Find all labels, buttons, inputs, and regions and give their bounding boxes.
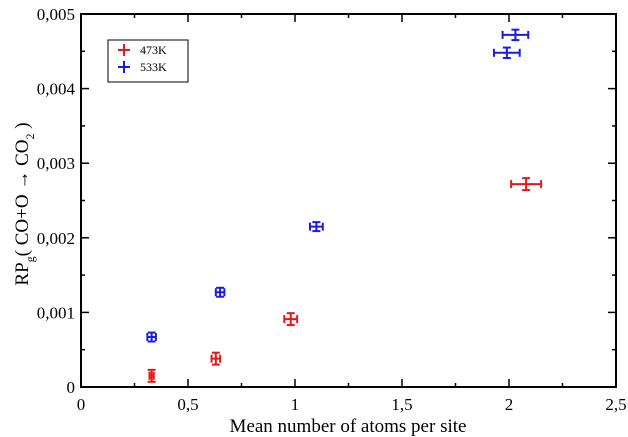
data-marks	[146, 28, 543, 383]
legend-label: 533K	[140, 60, 167, 74]
x-tick-label: 2,5	[605, 395, 626, 414]
data-point	[147, 368, 156, 383]
y-tick-label: 0,002	[37, 229, 75, 248]
y-axis-title-prefix: RP	[12, 262, 33, 285]
data-point	[146, 331, 157, 343]
svg-text:RPg( CO+O → CO2 ): RPg( CO+O → CO2 )	[12, 122, 37, 285]
axis-ticks	[80, 13, 617, 388]
y-axis-title-open: ( CO+O	[12, 190, 33, 257]
y-tick-label: 0,003	[37, 154, 75, 173]
data-point	[214, 286, 226, 298]
y-tick-label: 0	[67, 378, 76, 397]
data-point	[493, 46, 521, 60]
x-tick-label: 1,5	[391, 395, 412, 414]
data-point	[510, 177, 543, 192]
y-tick-label: 0,005	[37, 5, 75, 24]
x-tick-label: 2	[505, 395, 514, 414]
y-axis-title-product-sub: 2	[23, 134, 37, 140]
x-axis-title: Mean number of atoms per site	[230, 416, 467, 437]
legend-item: 533K	[118, 60, 167, 74]
data-point	[308, 221, 324, 233]
legend-label: 473K	[140, 43, 167, 57]
legend-box	[107, 39, 189, 83]
y-axis-title-sub: g	[23, 256, 37, 262]
x-tick-label: 0,5	[177, 395, 198, 414]
y-tick-label: 0,001	[37, 303, 75, 322]
data-point	[210, 351, 222, 366]
legend: 473K 533K	[107, 39, 189, 83]
axis-tick-labels: 0 0,5 1 1,5 2 2,5 0 0,001 0,002 0,003 0,004 0,005	[37, 5, 627, 414]
legend-item: 473K	[118, 43, 167, 57]
x-tick-label: 1	[291, 395, 300, 414]
y-axis-title-close: )	[12, 122, 33, 133]
data-point	[501, 28, 530, 42]
data-point	[283, 312, 299, 327]
y-tick-label: 0,004	[37, 80, 76, 99]
y-axis-title-arrow: →	[12, 171, 33, 190]
y-axis-title: RPg( CO+O → CO2 )	[12, 122, 37, 285]
y-axis-title-product: CO	[12, 140, 33, 171]
x-tick-label: 0	[77, 395, 86, 414]
